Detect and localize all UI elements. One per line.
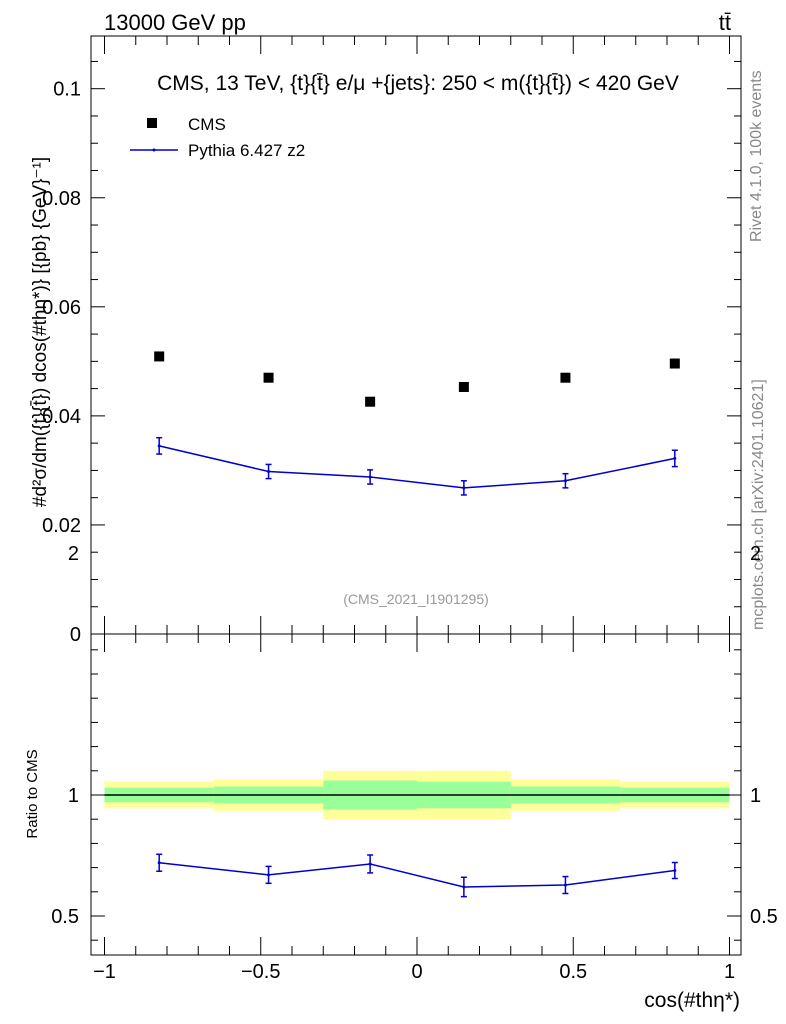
ratio-mc-point [563,883,567,887]
mc-point [157,444,161,448]
ratio-y-axis-label: Ratio to CMS [24,749,41,838]
mc-point [267,470,271,474]
y-tick-label-zero: 0 [70,624,81,646]
mc-point [368,475,372,479]
ratio-plot-area [104,770,730,898]
x-tick-label: −0.5 [241,961,280,983]
main-y-axis-label: #d²σ/dm({t}{t̄}) dcos(#thη*)} [{pb} {GeV… [30,157,51,507]
process-label: tt̄ [719,10,731,35]
ratio-mc-point [368,862,372,866]
y-tick-label: 0.1 [53,79,81,101]
x-tick-label: 1 [724,961,735,983]
ratio-y-tick-label-left: 0.5 [51,906,79,928]
ratio-mc-point [673,869,677,873]
cms-data-point [365,396,376,407]
mc-point [462,486,466,490]
ratio-axis-ticks: 0.5 0.5 1 1 2 2 −1 −0.5 0 0.5 1 [51,543,778,983]
analysis-id: (CMS_2021_I1901295) [343,591,489,607]
ratio-mc-line [159,862,675,888]
cms-data-point [154,351,165,362]
y-tick-label: 0.06 [42,297,81,319]
legend: CMS Pythia 6.427 z2 [130,115,305,160]
y-tick-label: 0.04 [42,406,81,428]
ratio-y-tick-label-right: 1 [750,785,761,807]
main-panel: 0.02 0.04 0.06 0.08 0.1 0 CMS, 13 TeV, {t}{t̄… [30,35,742,646]
ratio-mc-point [267,873,271,877]
x-tick-label: 0 [411,961,422,983]
ratio-panel: 0.5 0.5 1 1 2 2 −1 −0.5 0 0.5 1 Ratio to CMS cos(#… [24,543,778,1012]
mc-point [673,456,677,460]
site-label: mcplots.cern.ch [arXiv:2401.10621] [750,379,767,630]
ratio-y-tick-label-left: 2 [68,543,79,565]
rivet-label: Rivet 4.1.0, 100k events [748,70,765,242]
mc-series-line [159,445,675,489]
main-plot-area [154,351,680,496]
main-plot-title: CMS, 13 TeV, {t}{t̄} e/μ +{jets}: 250 < … [157,72,679,95]
legend-point-pythia [152,148,156,152]
ratio-y-tick-label-right: 2 [750,543,761,565]
cms-data-point [669,358,680,369]
ratio-y-tick-label-left: 1 [68,785,79,807]
cms-data-point [458,381,469,392]
ratio-y-tick-label-right: 0.5 [750,906,778,928]
legend-marker-cms [147,118,157,128]
legend-label-pythia: Pythia 6.427 z2 [188,141,305,160]
y-tick-label: 0.02 [42,515,81,537]
mc-point [563,479,567,483]
cms-data-point [263,372,274,383]
cms-data-point [560,372,571,383]
ratio-mc-point [462,885,466,889]
x-axis-label: cos(#thη*) [644,989,740,1012]
y-tick-label: 0.08 [42,188,81,210]
x-tick-label: 0.5 [559,961,587,983]
x-tick-label: −1 [93,961,116,983]
ratio-mc-point [157,861,161,865]
beam-label: 13000 GeV pp [104,10,246,35]
main-axis-ticks: 0.02 0.04 0.06 0.08 0.1 0 [42,36,741,646]
legend-label-cms: CMS [188,115,226,134]
